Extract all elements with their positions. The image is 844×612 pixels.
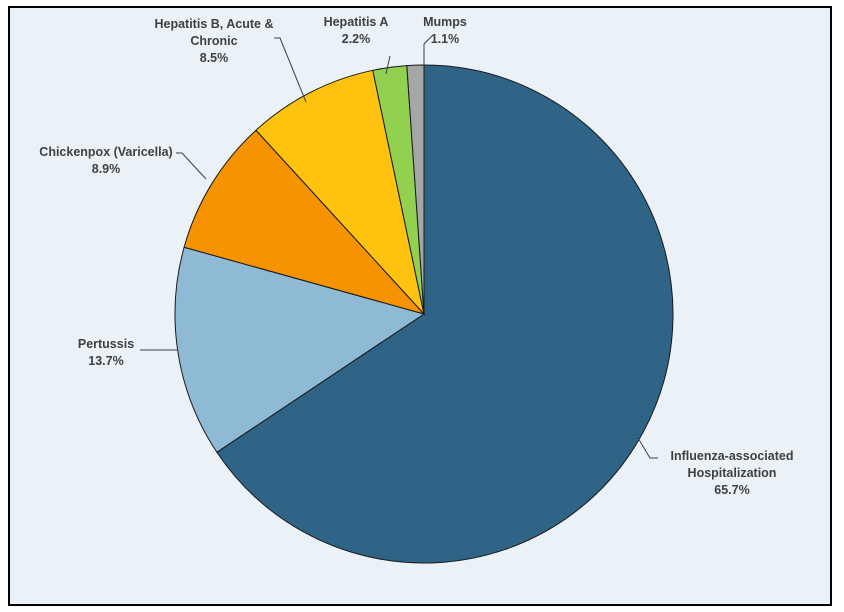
slice-label: Hepatitis B, Acute & Chronic 8.5% xyxy=(154,17,273,65)
leader-line xyxy=(385,55,391,75)
slice-name-label: Mumps xyxy=(423,15,467,29)
pie-slice-chickenpox-varicella xyxy=(183,129,426,315)
chart-frame: Influenza-associated Hospitalization 65.7%… xyxy=(8,6,832,606)
slice-value-label: 1.1% xyxy=(431,32,460,46)
slice-name-label: Hepatitis A xyxy=(324,15,389,29)
slice-label: Hepatitis A 2.2% xyxy=(324,15,389,46)
slice-value-label: 8.5% xyxy=(200,51,229,65)
slice-label: Mumps 1.1% xyxy=(423,15,467,46)
pie-chart: Influenza-associated Hospitalization 65.7%… xyxy=(39,15,793,564)
pie-slices xyxy=(174,64,674,564)
slice-name-label: Hepatitis B, Acute & xyxy=(154,17,273,31)
slice-value-label: 65.7% xyxy=(714,483,749,497)
slice-label: Chickenpox (Varicella) 8.9% xyxy=(39,145,172,176)
slice-name-label: Pertussis xyxy=(78,337,134,351)
slice-value-label: 8.9% xyxy=(92,162,121,176)
slice-name-label: Chickenpox (Varicella) xyxy=(39,145,172,159)
slice-label: Influenza-associated Hospitalization 65.7% xyxy=(671,449,794,497)
pie-slice-pertussis xyxy=(174,246,426,453)
pie-slice-hepatitis-b-acute-chronic xyxy=(255,69,425,316)
slice-value-label: 2.2% xyxy=(342,32,371,46)
slice-name-label: Hospitalization xyxy=(688,466,777,480)
leader-line xyxy=(423,35,433,66)
leader-lines xyxy=(140,35,658,459)
leader-line xyxy=(637,437,658,459)
slice-label: Pertussis 13.7% xyxy=(78,337,134,368)
leader-line xyxy=(176,152,207,180)
leader-line xyxy=(274,37,307,103)
slice-value-label: 13.7% xyxy=(88,354,123,368)
slice-name-label: Influenza-associated xyxy=(671,449,794,463)
slice-labels: Influenza-associated Hospitalization 65.7%… xyxy=(39,15,793,497)
pie-slice-influenza-associated-hospitalization xyxy=(216,64,674,564)
slice-name-label: Chronic xyxy=(190,34,237,48)
